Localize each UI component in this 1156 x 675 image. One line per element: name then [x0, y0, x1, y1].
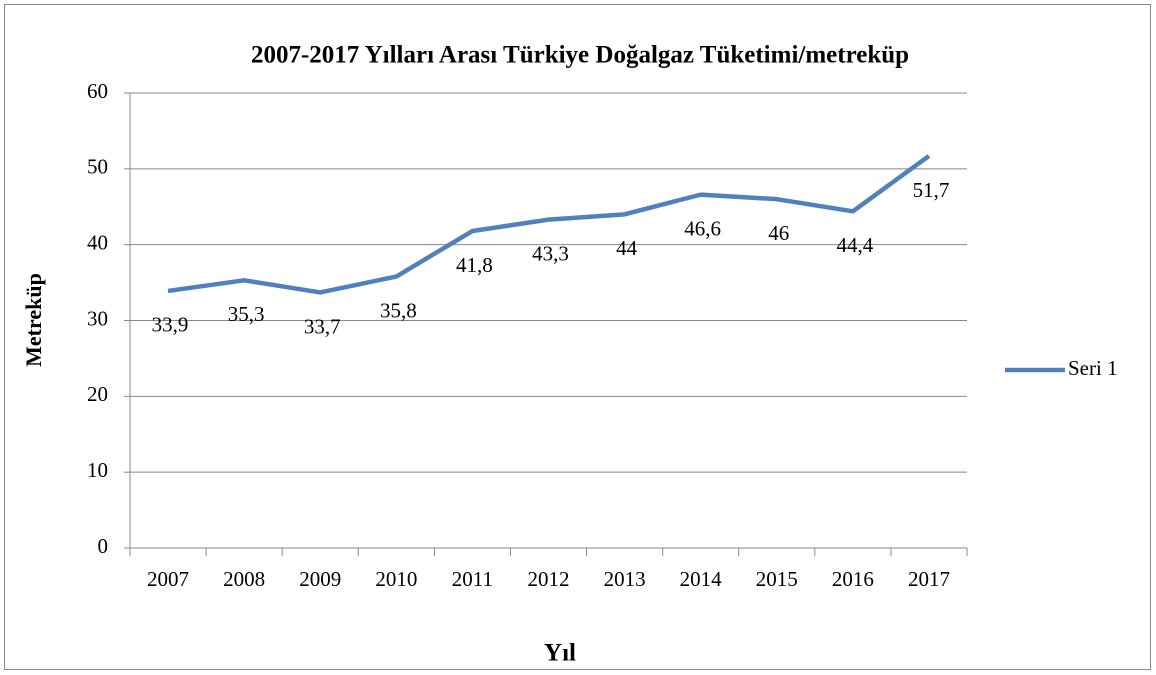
y-tick-label: 0	[98, 534, 109, 558]
data-label: 41,8	[456, 253, 493, 277]
y-tick-label: 20	[87, 382, 108, 406]
legend-label: Seri 1	[1068, 356, 1118, 380]
x-tick-label: 2011	[452, 567, 493, 591]
data-label: 35,8	[380, 298, 417, 322]
y-tick-label: 60	[87, 79, 108, 103]
y-tick-label: 50	[87, 155, 108, 179]
data-label: 46	[768, 221, 789, 245]
data-label: 35,3	[228, 302, 265, 326]
data-label: 43,3	[532, 241, 569, 265]
x-tick-label: 2010	[375, 567, 417, 591]
x-tick-label: 2016	[832, 567, 874, 591]
x-tick-label: 2017	[908, 567, 950, 591]
y-tick-label: 40	[87, 230, 108, 254]
y-axis-label: Metreküp	[21, 273, 46, 367]
x-axis-label: Yıl	[544, 640, 576, 667]
data-line	[167, 154, 931, 295]
data-label: 46,6	[684, 216, 721, 240]
x-tick-label: 2008	[223, 567, 265, 591]
data-label: 44	[616, 236, 638, 260]
y-tick-label: 10	[87, 458, 108, 482]
y-tick-label: 30	[87, 306, 108, 330]
x-tick-label: 2015	[756, 567, 798, 591]
data-label: 44,4	[836, 233, 873, 257]
data-label: 51,7	[913, 178, 950, 202]
data-label: 33,7	[304, 314, 341, 338]
chart-border	[4, 4, 1151, 670]
x-tick-label: 2013	[604, 567, 646, 591]
chart-title: 2007-2017 Yılları Arası Türkiye Doğalgaz…	[251, 42, 909, 69]
x-tick-label: 2009	[299, 567, 341, 591]
data-label: 33,9	[152, 313, 189, 337]
x-tick-label: 2014	[680, 567, 723, 591]
x-tick-label: 2007	[147, 567, 189, 591]
x-tick-label: 2012	[528, 567, 570, 591]
